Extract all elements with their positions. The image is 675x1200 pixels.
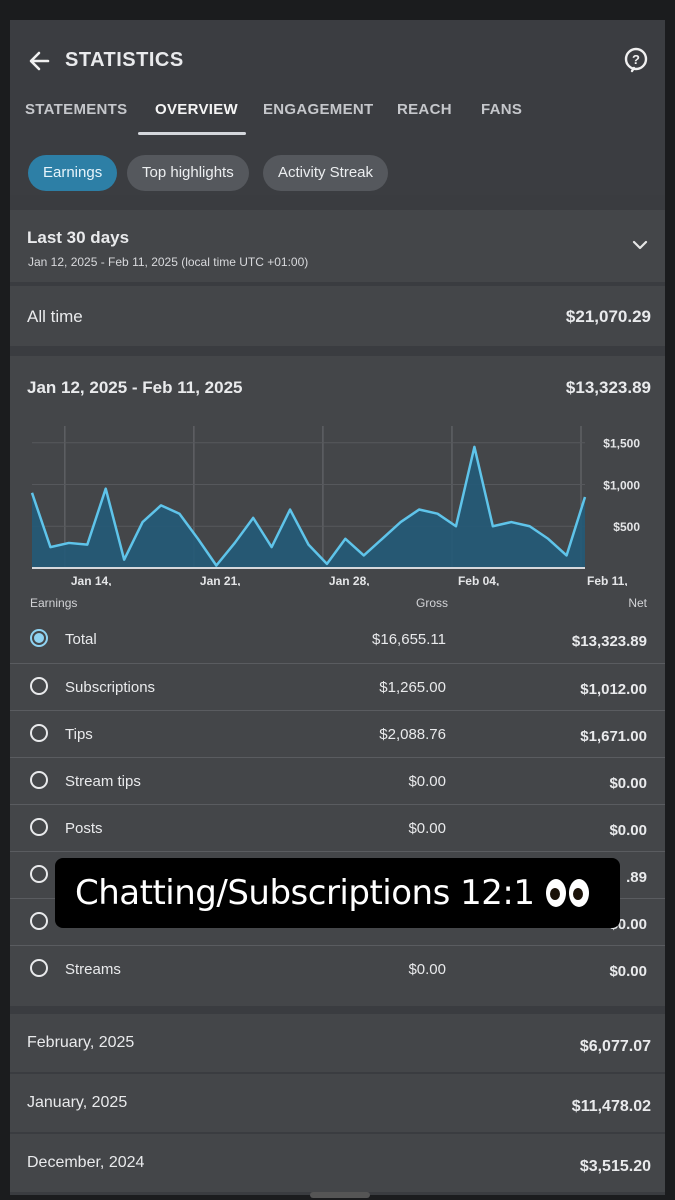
- y-tick-label: $1,000: [603, 478, 640, 492]
- radio-selected-icon[interactable]: [30, 629, 48, 647]
- table-row[interactable]: Streams $0.00 $0.00: [10, 945, 665, 993]
- radio-icon[interactable]: [30, 771, 48, 789]
- row-label: Stream tips: [65, 773, 141, 790]
- row-label: Posts: [65, 820, 103, 837]
- row-net: $0.00: [609, 775, 647, 792]
- tab-bar: STATEMENTS OVERVIEW ENGAGEMENT REACH FAN…: [10, 98, 665, 138]
- series-line: [30, 445, 587, 567]
- column-net: Net: [628, 596, 647, 610]
- row-label: Streams: [65, 961, 121, 978]
- active-tab-indicator: [138, 132, 246, 135]
- row-gross: $0.00: [408, 773, 446, 790]
- month-row-december[interactable]: December, 2024 $3,515.20: [10, 1134, 665, 1192]
- x-tick-label: Jan 14,: [71, 574, 112, 586]
- column-earnings: Earnings: [30, 596, 78, 610]
- x-tick-label: Jan 28,: [329, 574, 370, 586]
- row-label: Subscriptions: [65, 679, 156, 696]
- summary-range: Jan 12, 2025 - Feb 11, 2025: [27, 378, 243, 397]
- month-value: $11,478.02: [571, 1098, 651, 1115]
- tab-reach[interactable]: REACH: [397, 101, 452, 118]
- chevron-down-icon[interactable]: [632, 240, 648, 250]
- month-row-january[interactable]: January, 2025 $11,478.02: [10, 1074, 665, 1132]
- row-net: .89: [626, 869, 647, 886]
- table-row[interactable]: Stream tips $0.00 $0.00: [10, 757, 665, 805]
- table-row[interactable]: Subscriptions $1,265.00 $1,012.00: [10, 663, 665, 711]
- month-label: February, 2025: [27, 1034, 135, 1051]
- caption-overlay: Chatting/Subscriptions 12:1: [55, 858, 620, 928]
- month-label: January, 2025: [27, 1094, 128, 1111]
- all-time-label: All time: [27, 307, 83, 326]
- period-label: Last 30 days: [27, 228, 130, 247]
- radio-icon[interactable]: [30, 912, 48, 930]
- radio-icon[interactable]: [30, 865, 48, 883]
- row-gross: $2,088.76: [379, 726, 446, 743]
- tab-overview[interactable]: OVERVIEW: [155, 101, 238, 118]
- area-fill: [32, 446, 585, 568]
- month-value: $6,077.07: [579, 1038, 651, 1055]
- chip-activity-streak[interactable]: Activity Streak: [263, 155, 389, 191]
- tab-fans[interactable]: FANS: [481, 101, 523, 118]
- column-gross: Gross: [416, 596, 449, 610]
- tab-engagement[interactable]: ENGAGEMENT: [263, 101, 374, 118]
- radio-icon[interactable]: [30, 959, 48, 977]
- svg-text:?: ?: [632, 52, 640, 67]
- month-label: December, 2024: [27, 1154, 145, 1171]
- statistics-screen: STATISTICS ? STATEMENTS OVERVIEW ENGAGEM…: [10, 20, 665, 1195]
- x-tick-label: Feb 04,: [458, 574, 499, 586]
- row-net: $1,012.00: [580, 681, 647, 698]
- back-arrow-icon[interactable]: [28, 50, 50, 72]
- table-row[interactable]: .89: [10, 851, 665, 899]
- all-time-row: All time $21,070.29: [10, 286, 665, 346]
- table-row[interactable]: Posts $0.00 $0.00: [10, 804, 665, 852]
- page-title: STATISTICS: [65, 49, 184, 71]
- month-row-february[interactable]: February, 2025 $6,077.07: [10, 1014, 665, 1072]
- home-indicator: [310, 1192, 370, 1198]
- header: STATISTICS ? STATEMENTS OVERVIEW ENGAGEM…: [10, 20, 665, 195]
- row-gross: $1,265.00: [379, 679, 446, 696]
- radio-icon[interactable]: [30, 818, 48, 836]
- chip-earnings[interactable]: Earnings: [28, 155, 118, 191]
- row-net: $1,671.00: [580, 728, 647, 745]
- help-icon[interactable]: ?: [623, 47, 649, 73]
- radio-icon[interactable]: [30, 677, 48, 695]
- table-row[interactable]: Tips $2,088.76 $1,671.00: [10, 710, 665, 758]
- radio-icon[interactable]: [30, 724, 48, 742]
- row-gross: $0.00: [408, 961, 446, 978]
- x-tick-label: Feb 11,: [587, 574, 628, 586]
- row-gross: $16,655.11: [372, 631, 446, 648]
- table-row[interactable]: Total $16,655.11 $13,323.89: [10, 616, 665, 663]
- row-net: $0.00: [609, 822, 647, 839]
- eyes-emoji-icon: [546, 879, 590, 907]
- month-value: $3,515.20: [579, 1158, 651, 1175]
- row-net: $0.00: [609, 963, 647, 980]
- period-range: Jan 12, 2025 - Feb 11, 2025 (local time …: [28, 255, 309, 269]
- y-tick-label: $1,500: [603, 437, 640, 451]
- y-tick-label: $500: [613, 520, 640, 534]
- caption-text: Chatting/Subscriptions 12:1: [75, 873, 535, 913]
- chip-top-highlights[interactable]: Top highlights: [127, 155, 249, 191]
- row-gross: $0.00: [408, 820, 446, 837]
- all-time-value: $21,070.29: [565, 307, 651, 326]
- summary-total: $13,323.89: [565, 378, 651, 397]
- x-tick-label: Jan 21,: [200, 574, 241, 586]
- row-label: Tips: [65, 726, 93, 743]
- tab-statements[interactable]: STATEMENTS: [25, 101, 128, 118]
- period-selector[interactable]: Last 30 days Jan 12, 2025 - Feb 11, 2025…: [10, 210, 665, 282]
- row-label: Total: [65, 631, 97, 648]
- row-net: $13,323.89: [571, 633, 647, 650]
